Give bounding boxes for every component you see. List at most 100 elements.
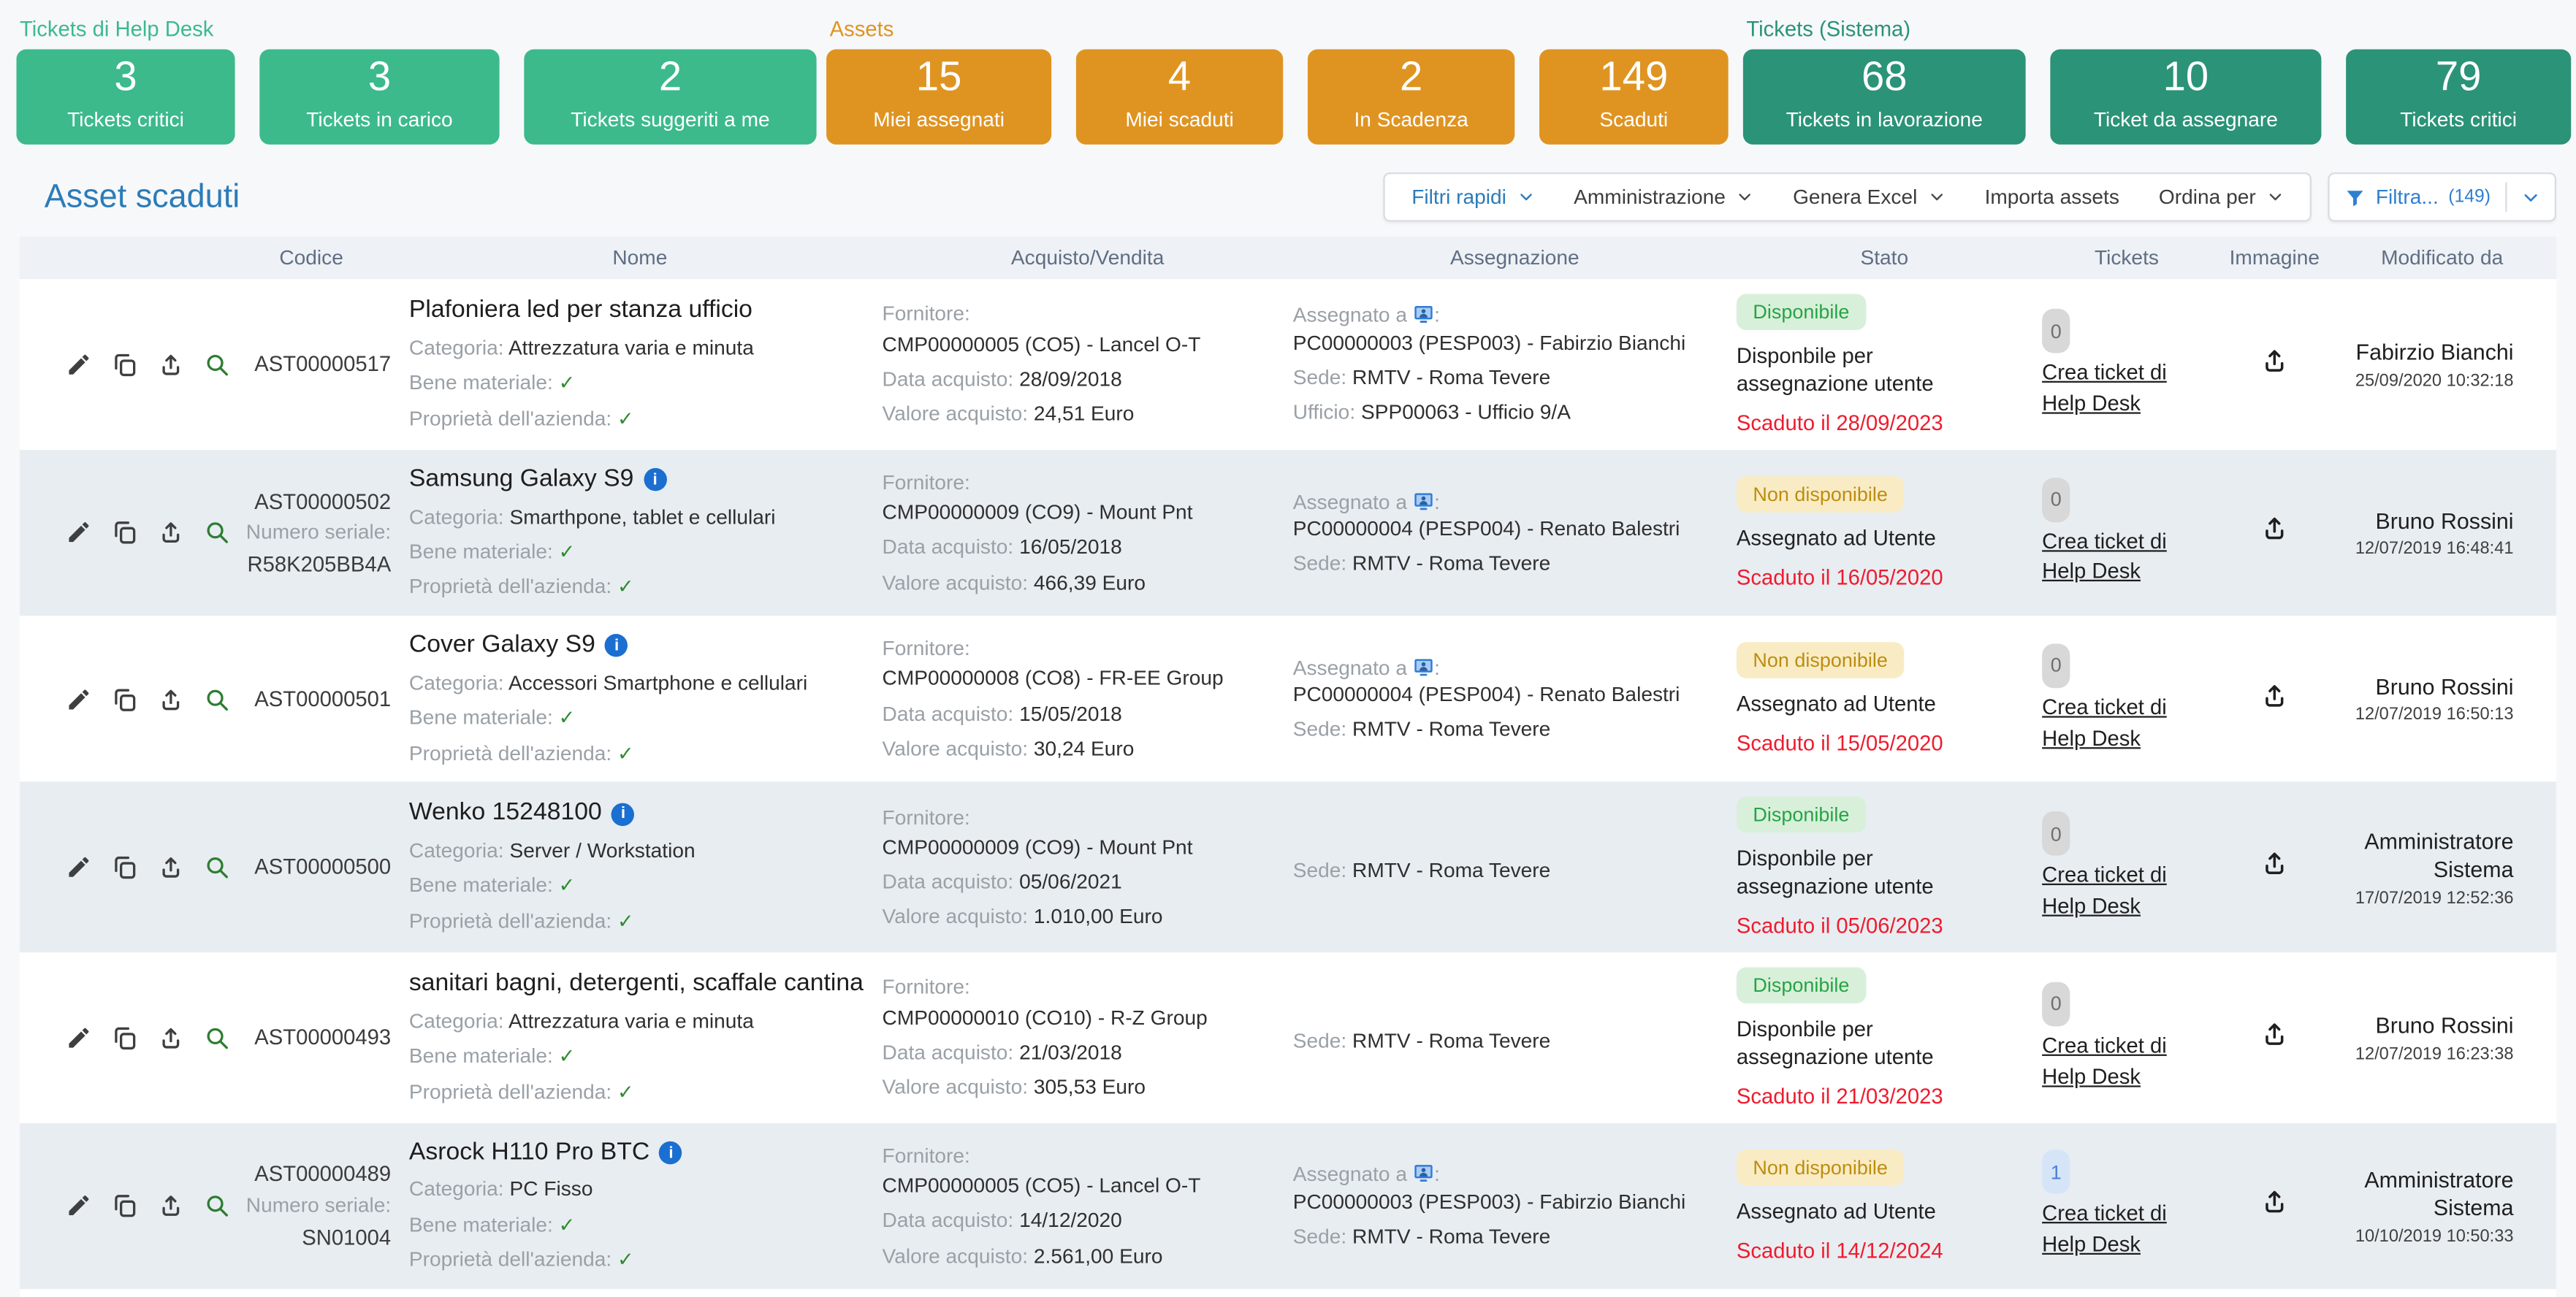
serial-value: R58K205BB4A xyxy=(247,551,392,576)
bene-materiale-label: Bene materiale: xyxy=(408,371,553,395)
upload-icon[interactable] xyxy=(158,519,184,546)
copy-icon[interactable] xyxy=(112,1025,138,1051)
filter-button[interactable]: Filtra... (149) xyxy=(2328,172,2556,222)
assegnato-label: Assegnato a xyxy=(1292,656,1408,680)
create-ticket-link[interactable]: Crea ticket di Help Desk xyxy=(2042,694,2167,750)
asset-code: AST00000500 xyxy=(254,854,392,879)
kpi-card-miei-scaduti[interactable]: 4 Miei scaduti xyxy=(1075,49,1284,145)
table-row: AST00000500 Numero seriale: Wenko 152481… xyxy=(19,781,2556,953)
modified-by-date: 10/10/2019 10:50:33 xyxy=(2355,1226,2514,1247)
categoria-value: Server / Workstation xyxy=(509,839,696,863)
edit-icon[interactable] xyxy=(66,351,92,378)
kpi-card-ticket-da-assegnare[interactable]: 10 Ticket da assegnare xyxy=(2050,49,2322,145)
ticket-count-badge: 1 xyxy=(2042,1150,2070,1195)
data-acquisto-label: Data acquisto: xyxy=(882,702,1014,725)
menu-amministrazione[interactable]: Amministrazione xyxy=(1574,185,1753,209)
copy-icon[interactable] xyxy=(112,1193,138,1219)
categoria-label: Categoria: xyxy=(408,1178,504,1201)
asset-name: Wenko 15248100 xyxy=(408,798,602,827)
sede-value: RMTV - Roma Tevere xyxy=(1352,366,1551,389)
info-icon[interactable]: i xyxy=(611,803,635,826)
kpi-label: Miei assegnati xyxy=(873,108,1005,131)
kpi-label: Tickets suggeriti a me xyxy=(571,108,770,131)
create-ticket-link[interactable]: Crea ticket di Help Desk xyxy=(2042,359,2167,416)
assegnato-label: Assegnato a xyxy=(1292,1163,1408,1187)
table-row: AST00000489 Numero seriale: SN01004 Asroc… xyxy=(19,1122,2556,1290)
kpi-group-tickets-sistema: Tickets (Sistema) 68 Tickets in lavorazi… xyxy=(1742,16,2572,145)
valore-acquisto-label: Valore acquisto: xyxy=(882,737,1029,760)
modified-by-date: 17/07/2019 12:52:36 xyxy=(2355,887,2514,908)
copy-icon[interactable] xyxy=(112,686,138,712)
kpi-label: In Scadenza xyxy=(1354,108,1468,131)
upload-image-icon[interactable] xyxy=(2260,681,2288,708)
edit-icon[interactable] xyxy=(66,1193,92,1219)
upload-icon[interactable] xyxy=(158,854,184,880)
menu-filtri-rapidi[interactable]: Filtri rapidi xyxy=(1411,185,1534,209)
edit-icon[interactable] xyxy=(66,519,92,546)
upload-icon[interactable] xyxy=(158,1193,184,1219)
kpi-card-tickets-suggeriti[interactable]: 2 Tickets suggeriti a me xyxy=(524,49,817,145)
info-icon[interactable]: i xyxy=(605,634,628,658)
edit-icon[interactable] xyxy=(66,854,92,880)
upload-image-icon[interactable] xyxy=(2260,1019,2288,1047)
create-ticket-link[interactable]: Crea ticket di Help Desk xyxy=(2042,528,2167,584)
menu-label: Importa assets xyxy=(1984,185,2119,209)
copy-icon[interactable] xyxy=(112,854,138,880)
valore-acquisto-value: 30,24 Euro xyxy=(1033,737,1135,760)
data-acquisto-label: Data acquisto: xyxy=(882,535,1014,559)
upload-image-icon[interactable] xyxy=(2260,849,2288,877)
upload-icon[interactable] xyxy=(158,351,184,378)
modified-by-date: 25/09/2020 10:32:18 xyxy=(2355,370,2514,391)
edit-icon[interactable] xyxy=(66,1025,92,1051)
kpi-label: Scaduti xyxy=(1599,108,1669,131)
asset-code: AST00000502 xyxy=(254,488,392,513)
kpi-card-tickets-critici[interactable]: 3 Tickets critici xyxy=(16,49,235,145)
proprieta-label: Proprietà dell'azienda: xyxy=(408,1080,612,1103)
upload-icon[interactable] xyxy=(158,1025,184,1051)
copy-icon[interactable] xyxy=(112,519,138,546)
modified-by-name: Bruno Rossini xyxy=(2375,1013,2514,1038)
valore-acquisto-label: Valore acquisto: xyxy=(882,905,1029,929)
upload-icon[interactable] xyxy=(158,686,184,712)
kpi-card-scaduti[interactable]: 149 Scaduti xyxy=(1539,49,1729,145)
header-codice: Codice xyxy=(279,246,343,269)
categoria-label: Categoria: xyxy=(408,839,504,863)
kpi-group-title: Tickets di Help Desk xyxy=(19,16,214,42)
header-stato: Stato xyxy=(1860,246,1909,269)
info-icon[interactable]: i xyxy=(659,1141,683,1165)
status-badge: Non disponibile xyxy=(1736,642,1905,678)
ticket-count-badge: 0 xyxy=(2042,308,2070,353)
edit-icon[interactable] xyxy=(66,686,92,712)
create-ticket-link[interactable]: Crea ticket di Help Desk xyxy=(2042,1201,2167,1257)
create-ticket-link[interactable]: Crea ticket di Help Desk xyxy=(2042,862,2167,919)
ticket-count-badge: 0 xyxy=(2042,982,2070,1027)
kpi-card-tickets-lavorazione[interactable]: 68 Tickets in lavorazione xyxy=(1742,49,2026,145)
kpi-value: 15 xyxy=(915,54,962,101)
create-ticket-link[interactable]: Crea ticket di Help Desk xyxy=(2042,1033,2167,1089)
kpi-card-tickets-critici-sistema[interactable]: 79 Tickets critici xyxy=(2346,49,2572,145)
valore-acquisto-value: 1.010,00 Euro xyxy=(1033,905,1163,929)
status-description: Disponbile per assegnazione utente xyxy=(1736,846,1934,899)
chevron-down-icon[interactable] xyxy=(2522,188,2540,206)
status-description: Assegnato ad Utente xyxy=(1736,1198,1936,1223)
data-acquisto-label: Data acquisto: xyxy=(882,1041,1014,1064)
upload-image-icon[interactable] xyxy=(2260,1188,2288,1216)
fornitore-label: Fornitore: xyxy=(882,471,970,494)
ufficio-label: Ufficio: xyxy=(1292,400,1356,424)
menu-importa-assets[interactable]: Importa assets xyxy=(1985,185,2119,208)
kpi-card-tickets-in-carico[interactable]: 3 Tickets in carico xyxy=(259,49,500,145)
copy-icon[interactable] xyxy=(112,351,138,378)
info-icon[interactable]: i xyxy=(643,468,667,491)
upload-image-icon[interactable] xyxy=(2260,515,2288,543)
upload-image-icon[interactable] xyxy=(2260,346,2288,374)
menu-genera-excel[interactable]: Genera Excel xyxy=(1793,185,1946,209)
menu-ordina-per[interactable]: Ordina per xyxy=(2159,185,2284,209)
kpi-card-miei-assegnati[interactable]: 15 Miei assegnati xyxy=(826,49,1052,145)
kpi-label: Tickets in carico xyxy=(306,108,453,131)
pc-user-icon xyxy=(1413,1163,1434,1185)
fornitore-label: Fornitore: xyxy=(882,976,970,999)
modified-by-date: 12/07/2019 16:48:41 xyxy=(2355,538,2514,559)
assets-table: Codice Nome Acquisto/Vendita Assegnazion… xyxy=(19,236,2556,1297)
kpi-card-in-scadenza[interactable]: 2 In Scadenza xyxy=(1307,49,1515,145)
categoria-label: Categoria: xyxy=(408,671,504,695)
